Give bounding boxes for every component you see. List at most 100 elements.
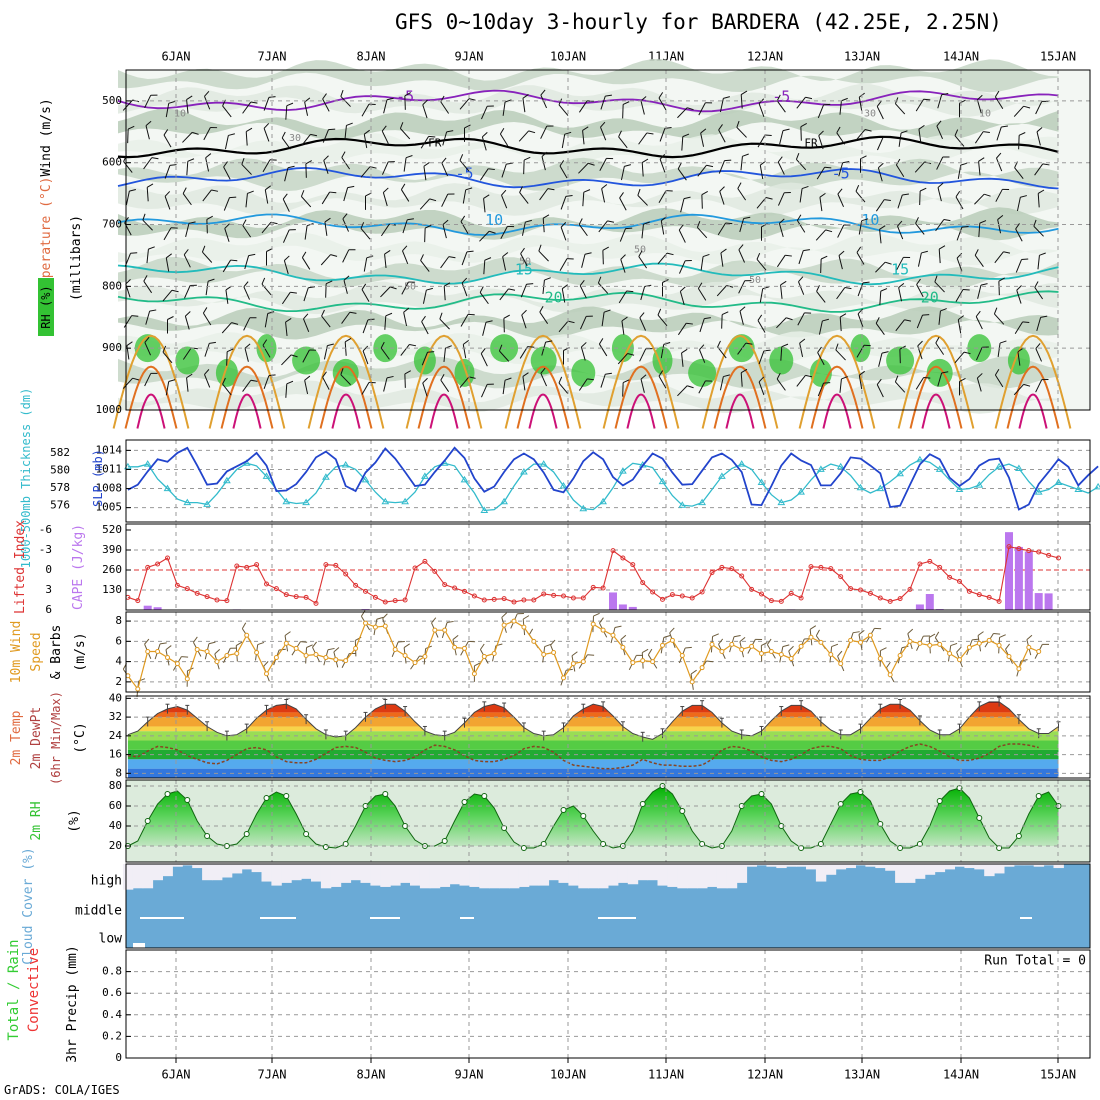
barb-flag	[479, 286, 484, 293]
wind-barb	[915, 217, 925, 235]
y-axis-label-minmax: (6hr Min/Max)	[49, 691, 63, 785]
barb-flag	[187, 158, 195, 162]
barb-staff	[582, 192, 585, 207]
lifted-index-marker	[422, 558, 428, 564]
wind-speed-marker	[986, 637, 992, 643]
wind-barb	[321, 309, 331, 328]
cloud-high-gap	[152, 864, 163, 881]
wind-barb	[561, 131, 572, 149]
barb-flag	[300, 641, 308, 643]
x-tick-label-top: 6JAN	[162, 50, 191, 64]
wind-speed-marker	[788, 656, 794, 662]
barb-staff	[262, 344, 271, 358]
lifted-index-marker	[135, 598, 141, 604]
barb-flag	[269, 159, 277, 161]
wind-barb	[640, 96, 647, 115]
barb-flag	[798, 276, 804, 283]
label-part: 2m Temp	[9, 710, 24, 765]
barb-flag	[736, 120, 740, 128]
wind-speed-marker	[273, 655, 279, 661]
wind-barb	[816, 285, 826, 303]
wind-barb	[974, 249, 984, 267]
wind-barb	[519, 186, 529, 204]
wind-barb	[300, 190, 312, 208]
lifted-index-marker	[1006, 544, 1012, 550]
wind-barb	[146, 246, 155, 264]
barb-flag	[839, 313, 847, 318]
cloud-high-gap	[1053, 864, 1064, 869]
barb-flag	[502, 252, 509, 258]
wind-barb	[797, 312, 812, 326]
barb-flag	[466, 250, 474, 253]
thickness-marker	[282, 497, 291, 505]
wind-speed-marker	[481, 654, 487, 660]
y-tick-label: 700	[102, 218, 122, 231]
cloud-high-gap	[261, 864, 272, 882]
barb-staff	[895, 103, 906, 115]
rh-moist-area	[652, 346, 673, 375]
barb-staff	[221, 322, 232, 334]
lifted-index-marker	[719, 564, 725, 570]
lifted-index-marker	[363, 588, 368, 594]
lifted-index-marker	[650, 589, 656, 595]
barb-staff	[977, 284, 982, 299]
thickness-marker	[718, 472, 726, 479]
x-tick-label-top: 8JAN	[357, 50, 386, 64]
rh-shading	[118, 207, 1059, 241]
barb-staff	[480, 384, 488, 398]
thickness-marker	[183, 498, 192, 506]
wind-speed-marker	[917, 640, 923, 646]
barb-staff	[182, 132, 193, 143]
x-tick-label-bottom: 15JAN	[1040, 1068, 1076, 1082]
y-tick-label-temp: 40	[109, 691, 122, 704]
barb-flag	[702, 253, 710, 258]
label-part: (millibars)	[69, 215, 84, 301]
barb-staff	[974, 193, 985, 205]
barb-flag	[619, 192, 624, 199]
barb-flag	[761, 641, 768, 646]
barb-staff	[558, 382, 569, 395]
wind-barb	[480, 347, 488, 367]
barb-flag	[959, 377, 966, 382]
cloud-high-gap	[311, 864, 322, 882]
barb-staff	[202, 312, 212, 326]
barb-flag	[522, 372, 529, 377]
wind-barb	[657, 308, 668, 327]
barb-staff	[264, 313, 269, 328]
barb-staff	[839, 100, 842, 115]
barb-staff	[957, 165, 962, 179]
barb-staff	[720, 252, 724, 267]
wind-barb	[281, 354, 298, 366]
barb-staff	[839, 378, 842, 393]
barb-flag	[1016, 285, 1022, 291]
wind-barb	[640, 374, 647, 393]
barb-staff	[183, 254, 191, 268]
barb-flag	[566, 258, 574, 260]
barb-staff	[122, 99, 133, 111]
cloud-high-gap	[132, 864, 144, 889]
cloud-high-gap	[231, 864, 243, 874]
wind-barb	[815, 229, 833, 241]
y-axis-label-rh-units: (%)	[67, 809, 82, 832]
wind-barb	[422, 377, 428, 397]
wind-barb	[223, 161, 231, 180]
cloud-high-gap	[1043, 864, 1054, 866]
y-axis-label-pressure: (millibars)	[69, 215, 84, 301]
wind-barb	[620, 164, 631, 181]
barb-flag	[346, 122, 353, 126]
barb-flag	[999, 634, 1006, 638]
wind-barb	[740, 90, 748, 109]
barb-staff	[302, 349, 310, 363]
label-part: 2m RH	[29, 801, 44, 840]
barb-staff	[202, 189, 212, 202]
barb-flag	[646, 132, 654, 135]
cloud-high-gap	[865, 864, 876, 867]
barb-staff	[380, 286, 391, 298]
barb-staff	[719, 191, 725, 205]
barb-flag	[1021, 258, 1029, 261]
wind-barb	[243, 317, 257, 331]
wind-barb	[243, 281, 251, 300]
barb-flag	[782, 644, 790, 648]
y-tick-label: 500	[102, 94, 122, 107]
wind-barb	[183, 284, 197, 299]
